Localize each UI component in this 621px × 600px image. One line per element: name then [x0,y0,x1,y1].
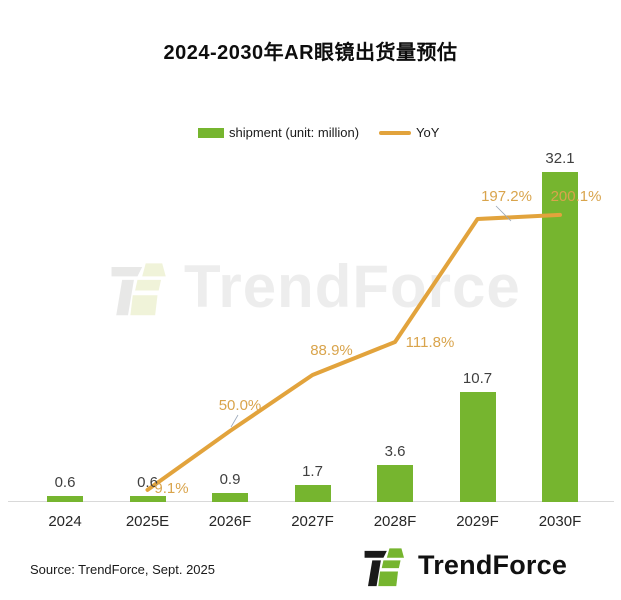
shipment-bar [542,172,578,502]
x-axis-label: 2026F [208,513,252,530]
x-axis-label: 2024 [48,513,82,530]
brand-logo: TrendForce [362,543,567,588]
yoy-value-label: 9.1% [154,479,189,497]
legend-shipment-label: shipment (unit: million) [229,125,360,140]
shipment-bar [377,464,413,502]
x-axis-label: 2030F [538,513,582,530]
shipment-bar [459,392,496,502]
trendforce-logo-icon [364,548,404,587]
label-leader-line [230,414,239,428]
shipment-bar [294,484,331,502]
label-leader-line [495,205,512,222]
bar-value-label: 10.7 [462,370,493,387]
x-axis-label: 2027F [291,513,334,530]
yoy-value-label: 197.2% [481,188,532,206]
shipment-bar [212,492,248,502]
bar-value-label: 0.6 [54,473,76,491]
legend: shipment (unit: million) YoY [198,125,439,140]
legend-yoy-swatch [379,130,412,135]
yoy-value-label: 88.9% [310,341,353,359]
x-axis-label: 2029F [456,513,499,530]
legend-yoy-label: YoY [416,125,440,140]
x-axis-label: 2028F [373,513,417,530]
bar-value-label: 1.7 [302,462,323,480]
bar-value-label: 3.6 [384,442,406,460]
bar-value-label: 32.1 [545,150,575,167]
chart-title: 2024-2030年AR眼镜出货量预估 [163,42,458,64]
x-axis-label: 2025E [125,513,170,530]
yoy-value-label: 200.1% [550,187,602,205]
brand-logo-text: TrendForce [418,550,568,580]
yoy-value-label: 111.8% [405,334,455,351]
shipment-bar [47,495,83,502]
legend-shipment-swatch [198,127,224,138]
yoy-value-label: 50.0% [218,397,262,414]
shipment-bar [129,495,166,502]
source-note: Source: TrendForce, Sept. 2025 [30,562,215,577]
